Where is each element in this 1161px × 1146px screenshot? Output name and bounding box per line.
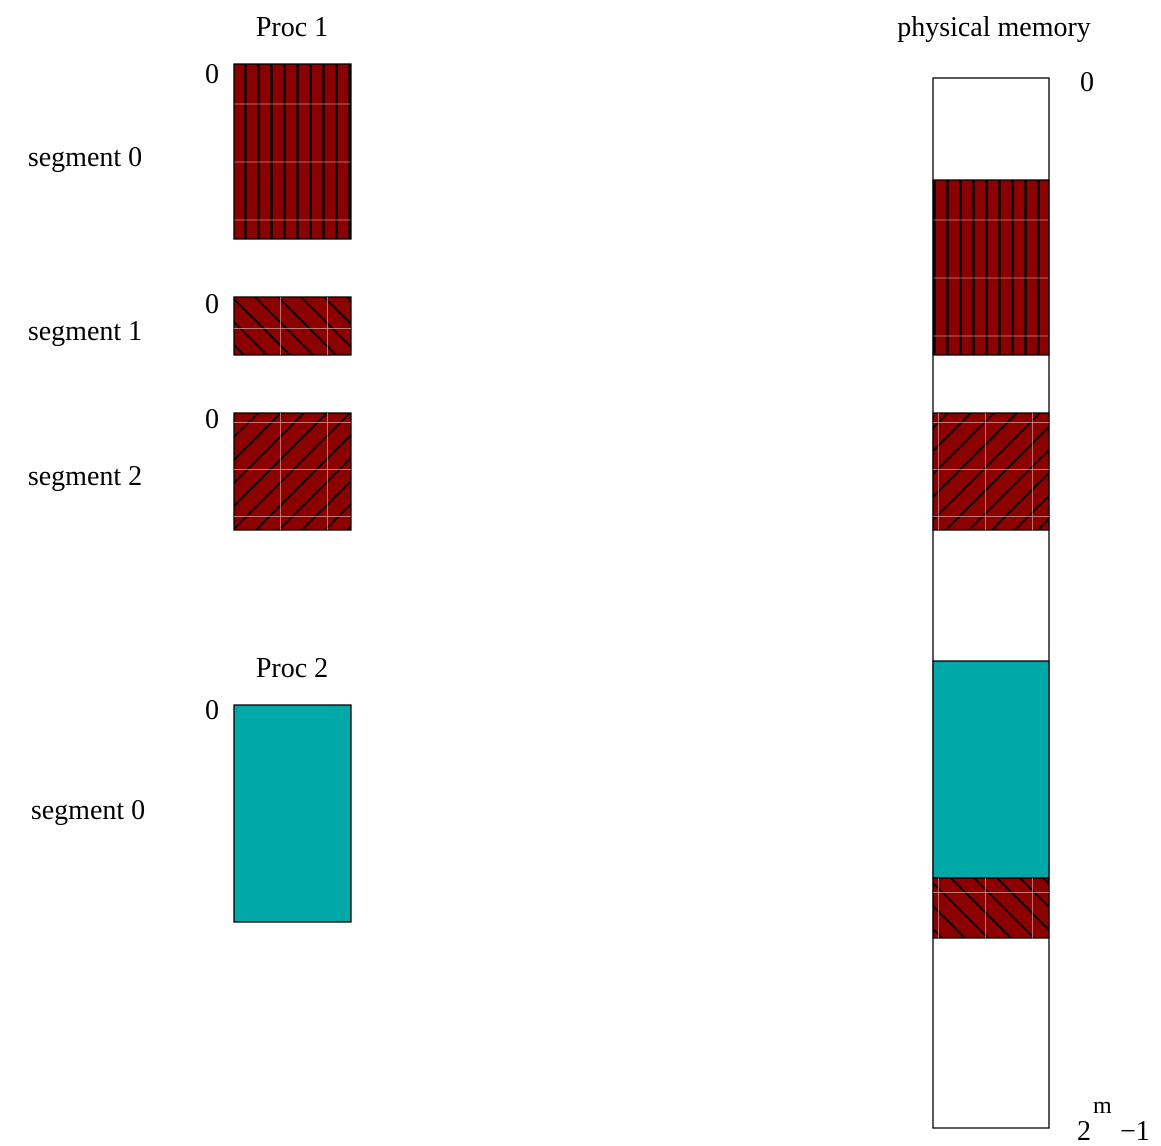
memory-region-proc2-segment0 xyxy=(932,660,1050,879)
memory-region-proc1-segment0 xyxy=(932,179,1050,356)
memory-region-proc1-segment2-grid xyxy=(933,413,1049,530)
physical-memory-bottom-label: 2 xyxy=(1077,1116,1091,1146)
proc2-segment0-label: segment 0 xyxy=(31,795,145,826)
proc1-segment0-block xyxy=(233,63,352,240)
physical-memory-top-label: 0 xyxy=(1080,67,1094,98)
proc1-segment0-offset: 0 xyxy=(205,59,219,90)
proc1-segment0-label: segment 0 xyxy=(28,142,142,173)
proc1-segment2-label: segment 2 xyxy=(28,461,142,492)
proc1-segment1-grid xyxy=(234,297,351,355)
proc2-title: Proc 2 xyxy=(256,653,328,684)
proc1-segment1-label: segment 1 xyxy=(28,316,142,347)
proc1-title: Proc 1 xyxy=(256,12,328,43)
proc1-segment1-offset: 0 xyxy=(205,289,219,320)
proc2-segment0-block xyxy=(233,704,352,923)
proc1-segment2-offset: 0 xyxy=(205,404,219,435)
proc1-segment2-grid xyxy=(234,413,351,530)
proc2-segment0-offset: 0 xyxy=(205,695,219,726)
physical-memory-group: physical memory 0 2 m −1 xyxy=(897,12,1150,1146)
memory-region-proc1-segment1-grid xyxy=(933,878,1049,938)
bottom-label-suffix: −1 xyxy=(1120,1116,1150,1146)
proc1-group: Proc 1 0 segment 0 0 segment 1 0 segment… xyxy=(28,12,352,531)
bottom-label-base: 2 xyxy=(1077,1116,1091,1146)
proc2-group: Proc 2 0 segment 0 xyxy=(31,653,352,923)
bottom-label-exponent: m xyxy=(1093,1093,1112,1119)
physical-memory-title: physical memory xyxy=(897,12,1091,43)
